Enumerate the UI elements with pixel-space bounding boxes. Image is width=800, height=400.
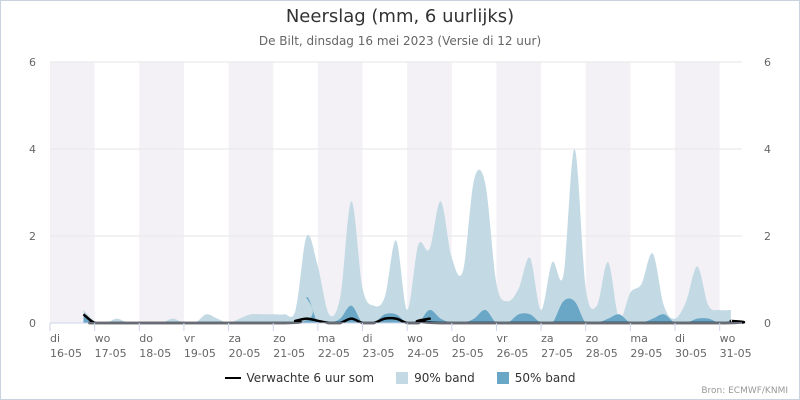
x-tick-dow: di bbox=[363, 332, 373, 345]
legend-band50-swatch bbox=[496, 372, 509, 384]
x-tick-dow: wo bbox=[407, 332, 423, 345]
day-stripe bbox=[228, 62, 274, 323]
x-tick-dow: do bbox=[139, 332, 153, 345]
x-tick-date: 20-05 bbox=[229, 347, 261, 360]
x-tick-date: 26-05 bbox=[496, 347, 528, 360]
x-tick-date: 23-05 bbox=[363, 347, 395, 360]
x-tick-date: 27-05 bbox=[541, 347, 573, 360]
x-tick-dow: wo bbox=[95, 332, 111, 345]
x-tick-dow: do bbox=[452, 332, 466, 345]
x-tick-date: 17-05 bbox=[95, 347, 127, 360]
legend-line-label: Verwachte 6 uur som bbox=[246, 371, 375, 385]
source-credit: Bron: ECMWF/KNMI bbox=[701, 386, 788, 396]
x-tick-date: 28-05 bbox=[586, 347, 618, 360]
x-tick-dow: za bbox=[541, 332, 554, 345]
x-tick-dow: wo bbox=[720, 332, 736, 345]
x-tick-date: 22-05 bbox=[318, 347, 350, 360]
legend: Verwachte 6 uur som 90% band 50% band bbox=[0, 371, 800, 385]
x-tick-date: 30-05 bbox=[675, 347, 707, 360]
x-tick-dow: za bbox=[229, 332, 242, 345]
x-tick-date: 19-05 bbox=[184, 347, 216, 360]
band90-area bbox=[83, 148, 731, 323]
chart-subtitle: De Bilt, dinsdag 16 mei 2023 (Versie di … bbox=[258, 34, 542, 48]
x-tick-dow: ma bbox=[630, 332, 647, 345]
legend-band90-label: 90% band bbox=[414, 371, 475, 385]
y-tick-label-left: 6 bbox=[29, 56, 36, 69]
x-tick-date: 31-05 bbox=[720, 347, 752, 360]
y-tick-label-right: 2 bbox=[764, 230, 771, 243]
legend-band50-label: 50% band bbox=[514, 371, 576, 385]
x-tick-dow: zo bbox=[586, 332, 599, 345]
x-tick-dow: di bbox=[50, 332, 60, 345]
y-tick-label-left: 4 bbox=[29, 143, 36, 156]
x-tick-dow: vr bbox=[184, 332, 196, 345]
x-tick-dow: ma bbox=[318, 332, 335, 345]
x-tick-dow: vr bbox=[496, 332, 508, 345]
x-tick-date: 24-05 bbox=[407, 347, 439, 360]
y-tick-label-right: 6 bbox=[764, 56, 771, 69]
x-tick-date: 21-05 bbox=[273, 347, 305, 360]
x-tick-date: 16-05 bbox=[50, 347, 82, 360]
legend-item-line[interactable]: Verwachte 6 uur som bbox=[224, 371, 375, 385]
band50-area bbox=[83, 296, 731, 323]
y-tick-label-right: 4 bbox=[764, 143, 771, 156]
chart-title: Neerslag (mm, 6 uurlijks) bbox=[285, 6, 515, 27]
x-tick-dow: zo bbox=[273, 332, 286, 345]
x-tick-date: 29-05 bbox=[630, 347, 662, 360]
day-stripe bbox=[139, 62, 184, 323]
y-tick-label-left: 2 bbox=[29, 230, 36, 243]
y-tick-label-right: 0 bbox=[764, 317, 771, 330]
legend-line-swatch bbox=[224, 377, 241, 379]
x-tick-date: 25-05 bbox=[452, 347, 484, 360]
legend-band90-swatch bbox=[396, 372, 409, 384]
day-stripe bbox=[50, 62, 95, 323]
x-tick-date: 18-05 bbox=[139, 347, 171, 360]
x-tick-dow: di bbox=[675, 332, 685, 345]
y-tick-label-left: 0 bbox=[29, 317, 36, 330]
legend-item-band90[interactable]: 90% band bbox=[396, 371, 475, 385]
legend-item-band50[interactable]: 50% band bbox=[496, 371, 576, 385]
